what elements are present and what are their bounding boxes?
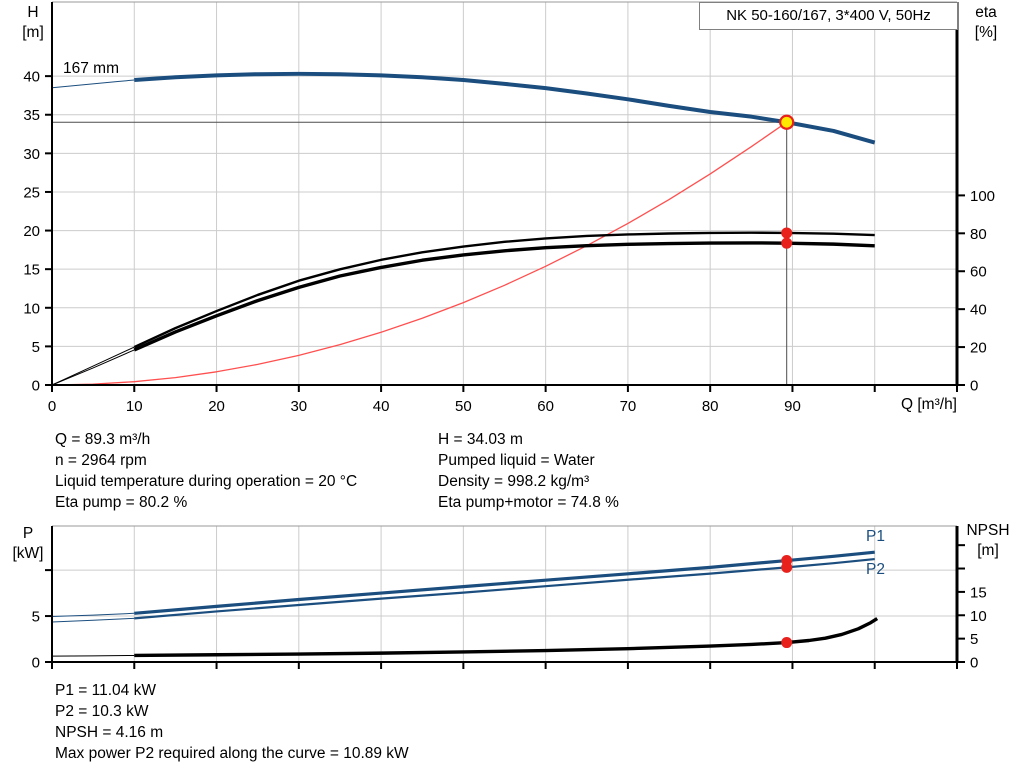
curve-lead-npsh [51,654,135,657]
x-axis-tick-label: 90 [784,398,801,415]
left-axis-tick-label: 5 [32,609,40,626]
right-axis-tick-label: 0 [970,378,978,395]
right-axis-tick-label: 80 [970,226,987,243]
right-axis-title-unit: [%] [974,24,998,41]
pump-title-box: NK 50-160/167, 3*400 V, 50Hz [699,2,958,30]
duty-point-marker [781,227,793,239]
right-axis-title-symbol: eta [975,4,997,21]
left-axis-tick-label: 10 [23,300,40,317]
p2-curve-label: P2 [866,561,885,578]
left-axis-title-symbol: H [27,4,39,21]
duty-info-right: H = 34.03 m Pumped liquid = Water Densit… [438,429,619,513]
right-axis-tick-label: 20 [970,340,987,357]
right-axis-tick-label: 5 [970,631,978,648]
duty-info-left: Q = 89.3 m³/h n = 2964 rpm Liquid temper… [55,429,357,513]
max-power-line: Max power P2 required along the curve = … [55,745,409,762]
duty-point-marker [781,237,793,249]
duty-point-marker [781,637,793,649]
x-axis-title: Q [m³/h] [901,396,957,413]
power-info-block: P1 = 11.04 kW P2 = 10.3 kW NPSH = 4.16 m… [55,680,409,764]
curve-npsh [134,617,879,658]
power-axis-title-symbol: P [22,525,34,542]
p1-value-line: P1 = 11.04 kW [55,682,156,699]
p2-value-line: P2 = 10.3 kW [55,703,149,720]
curve-p2 [134,557,875,620]
curve-lead-p1 [51,612,135,618]
x-axis-tick-label: 50 [455,398,472,415]
right-axis-tick-label: 60 [970,264,987,281]
left-axis-tick-label: 25 [23,184,40,201]
impeller-diameter-label: 167 mm [63,60,119,77]
x-axis-tick-label: 10 [126,398,143,415]
curve-p1 [134,550,875,615]
curve-system-curve [51,121,788,386]
right-axis-tick-label: 15 [970,584,987,601]
left-axis-tick-label: 35 [23,107,40,124]
left-axis-tick-label: 20 [23,223,40,240]
left-axis-tick-label: 5 [32,339,40,356]
x-axis-tick-label: 40 [373,398,390,415]
power-axis-title-unit: [kW] [12,545,44,562]
left-axis-tick-label: 40 [23,69,40,86]
x-axis-tick-label: 20 [208,398,225,415]
curve-167-mm [134,71,876,145]
liquid-temperature-line: Liquid temperature during operation = 20… [55,473,358,490]
right-axis-tick-label: 100 [970,188,995,205]
x-axis-tick-label: 30 [290,398,307,415]
x-axis-tick-label: 70 [620,398,637,415]
npsh-axis-title-symbol: NPSH [966,522,1010,539]
duty-point-marker [779,114,795,130]
npsh-axis-title: NPSH [m] [956,521,1020,561]
p1-curve-label: P1 [866,528,885,545]
eta-pump-line: Eta pump = 80.2 % [55,494,188,511]
speed-value-line: n = 2964 rpm [55,452,147,469]
right-axis-tick-label: 0 [970,655,978,672]
density-line: Density = 998.2 kg/m³ [438,473,590,490]
curve-lead-167-mm [51,79,135,89]
left-axis-title: H [m] [12,3,54,43]
right-axis-tick-label: 40 [970,302,987,319]
left-axis-tick-label: 0 [32,378,40,395]
left-axis-tick-label: 0 [32,655,40,672]
curve-eta-pump [133,231,875,349]
power-axis-title: P [kW] [4,524,52,564]
curve-lead-eta-pump-motor [51,349,135,386]
eta-pump-motor-line: Eta pump+motor = 74.8 % [438,494,619,511]
curve-lead-p2 [51,617,135,623]
pumped-liquid-line: Pumped liquid = Water [438,452,595,469]
x-axis-tick-label: 60 [537,398,554,415]
head-value-line: H = 34.03 m [438,431,523,448]
left-axis-title-unit: [m] [22,24,44,41]
npsh-axis-title-unit: [m] [977,542,999,559]
curve-eta-pump-motor [133,241,875,352]
left-axis-tick-label: 30 [23,146,40,163]
flow-value-line: Q = 89.3 m³/h [55,431,151,448]
right-axis-tick-label: 10 [970,608,987,625]
duty-point-marker [781,561,793,573]
x-axis-tick-label: 0 [48,398,56,415]
x-axis-tick-label: 80 [702,398,719,415]
left-axis-tick-label: 15 [23,262,40,279]
curve-lead-eta-pump [51,346,135,386]
npsh-value-line: NPSH = 4.16 m [55,724,164,741]
right-axis-title: eta [%] [962,3,1010,43]
